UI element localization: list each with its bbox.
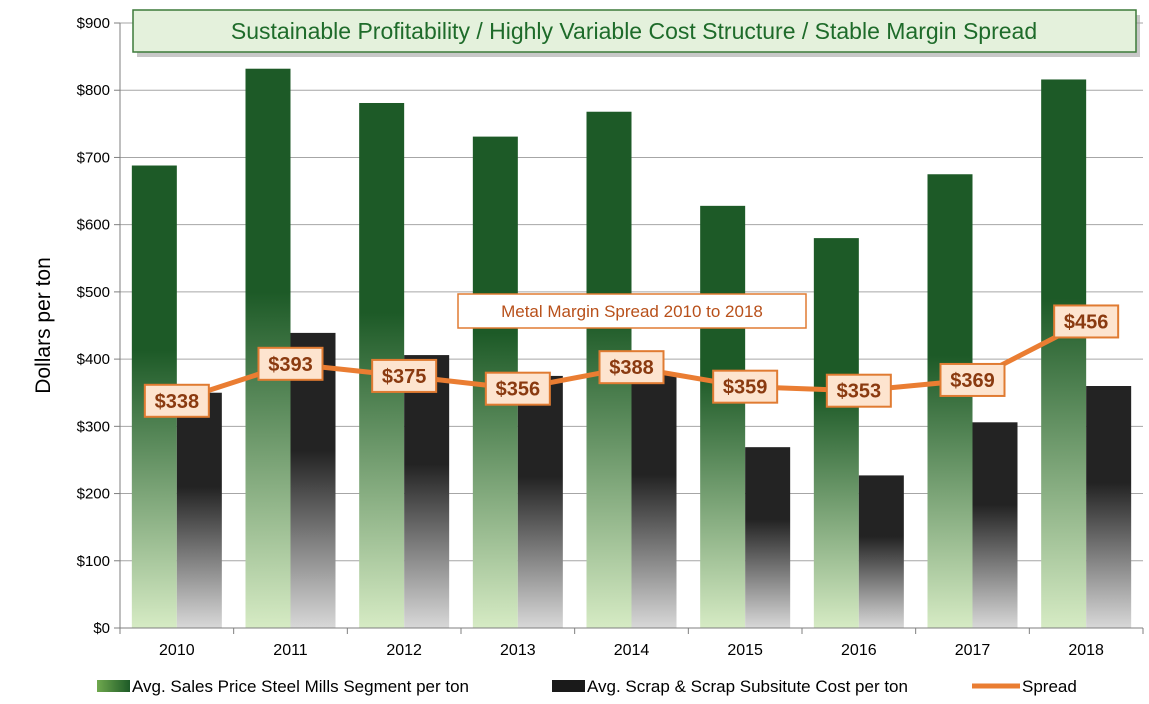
y-tick-label: $400 <box>77 351 110 368</box>
x-tick-label-2017: 2017 <box>955 642 991 659</box>
bar-scrap-2015 <box>745 447 791 628</box>
spread-label-box <box>1053 304 1120 339</box>
y-tick-label: $100 <box>77 553 110 570</box>
x-tick-label-2015: 2015 <box>727 642 763 659</box>
spread-label-box <box>484 371 551 406</box>
x-tick-label-2011: 2011 <box>273 642 308 659</box>
y-tick-label: $600 <box>77 217 110 234</box>
spread-data-label: $369 <box>950 370 995 392</box>
legend: Avg. Sales Price Steel Mills Segment per… <box>97 677 1077 696</box>
x-tick-label-2012: 2012 <box>386 642 422 659</box>
spread-data-label: $359 <box>723 377 768 399</box>
bar-sales-2017 <box>927 174 973 628</box>
spread-data-label: $393 <box>268 354 313 376</box>
bar-scrap-2011 <box>290 332 336 628</box>
bar-scrap-2013 <box>517 375 563 628</box>
bar-sales-2018 <box>1041 79 1087 628</box>
y-tick-label: $200 <box>77 486 110 503</box>
bar-scrap-2014 <box>631 372 677 628</box>
spread-annotation-box <box>457 293 807 329</box>
spread-data-label: $338 <box>155 391 200 413</box>
chart-title: Sustainable Profitability / Highly Varia… <box>132 9 1140 57</box>
legend-label-spread: Spread <box>1022 677 1077 696</box>
x-tick-label-2010: 2010 <box>159 642 195 659</box>
y-tick-label: $500 <box>77 284 110 301</box>
spread-label-box <box>371 358 438 393</box>
spread-label-box <box>257 346 324 381</box>
bar-scrap-2018 <box>1086 386 1132 628</box>
spread-label-2012: $375 <box>371 358 438 393</box>
spread-annotation-text: Metal Margin Spread 2010 to 2018 <box>501 302 763 321</box>
x-tick-label-2014: 2014 <box>614 642 650 659</box>
y-tick-label: $0 <box>93 620 110 637</box>
spread-data-label: $356 <box>496 379 541 401</box>
bar-scrap-2016 <box>858 475 904 628</box>
title-box <box>132 9 1137 53</box>
spread-data-label: $353 <box>837 381 882 403</box>
spread-data-label: $388 <box>609 357 654 379</box>
legend-label-scrap: Avg. Scrap & Scrap Subsitute Cost per to… <box>587 677 908 696</box>
y-axis-title: Dollars per ton <box>32 257 55 394</box>
bar-scrap-2012 <box>404 355 450 628</box>
spread-label-2015: $359 <box>712 369 779 404</box>
spread-label-box <box>939 362 1006 397</box>
spread-label-2018: $456 <box>1053 304 1120 339</box>
x-tick-label-2018: 2018 <box>1068 642 1104 659</box>
spread-data-label: $375 <box>382 366 427 388</box>
spread-label-box <box>825 373 892 408</box>
legend-swatch-sales <box>97 680 130 692</box>
spread-label-2017: $369 <box>939 362 1006 397</box>
y-tick-label: $900 <box>77 15 110 32</box>
bar-sales-2016 <box>813 238 859 628</box>
bar-sales-2015 <box>700 205 746 628</box>
y-tick-label: $800 <box>77 82 110 99</box>
spread-label-2014: $388 <box>598 350 665 385</box>
legend-label-sales: Avg. Sales Price Steel Mills Segment per… <box>132 677 469 696</box>
spread-data-label: $456 <box>1064 311 1109 333</box>
legend-swatch-scrap <box>552 680 585 692</box>
bar-scrap-2017 <box>972 422 1018 628</box>
bar-scrap-2010 <box>176 392 222 628</box>
spread-label-box <box>598 350 665 385</box>
title-text: Sustainable Profitability / Highly Varia… <box>231 18 1037 44</box>
spread-label-2013: $356 <box>484 371 551 406</box>
spread-label-box <box>712 369 779 404</box>
x-tick-label-2016: 2016 <box>841 642 877 659</box>
spread-label-box <box>143 383 210 418</box>
x-tick-label-2013: 2013 <box>500 642 536 659</box>
spread-annotation: Metal Margin Spread 2010 to 2018 <box>457 293 807 329</box>
y-tick-label: $300 <box>77 418 110 435</box>
spread-label-2016: $353 <box>825 373 892 408</box>
spread-label-2011: $393 <box>257 346 324 381</box>
spread-label-2010: $338 <box>143 383 210 418</box>
y-tick-label: $700 <box>77 149 110 166</box>
